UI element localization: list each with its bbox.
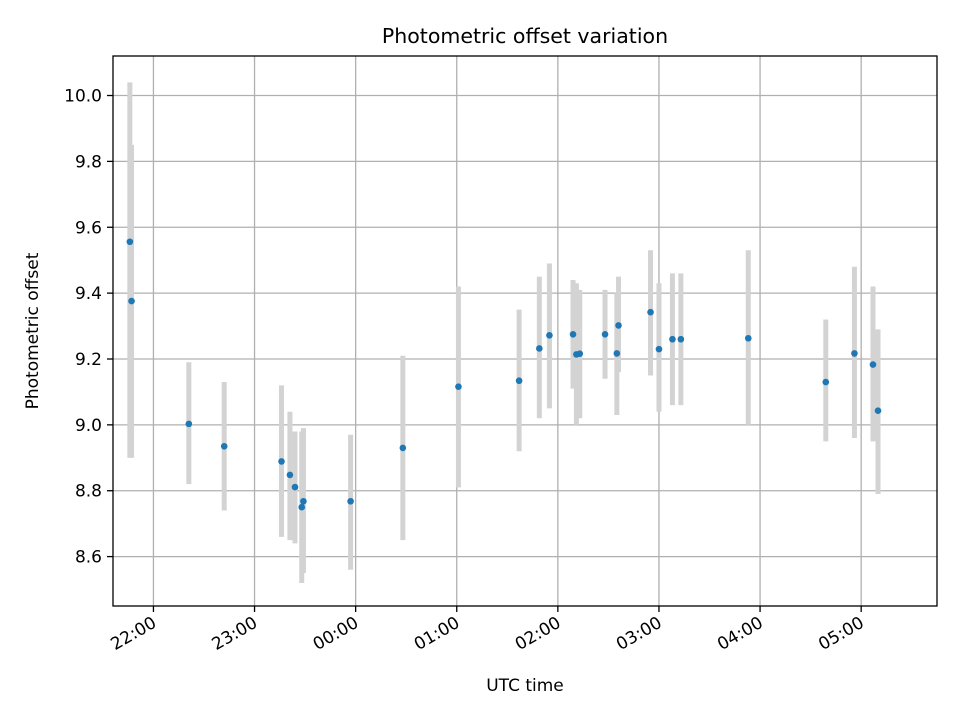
chart-title: Photometric offset variation xyxy=(382,24,668,48)
data-point xyxy=(220,442,228,450)
data-point xyxy=(455,383,462,390)
data-point xyxy=(546,331,553,339)
y-tick-label: 9.2 xyxy=(75,350,102,370)
data-point xyxy=(613,350,621,357)
data-points xyxy=(126,238,882,511)
data-point xyxy=(677,335,685,343)
y-tick-label: 9.6 xyxy=(75,218,102,238)
y-tick-label: 9.4 xyxy=(75,284,102,304)
data-point xyxy=(669,335,676,343)
y-tick-label: 8.8 xyxy=(75,482,102,502)
data-point xyxy=(569,330,577,338)
data-point xyxy=(601,330,609,338)
data-point xyxy=(300,497,307,505)
data-point xyxy=(874,407,882,415)
data-point xyxy=(655,345,663,353)
x-axis-label: UTC time xyxy=(486,676,564,696)
data-point xyxy=(347,497,354,505)
data-point xyxy=(851,350,858,357)
data-point xyxy=(647,308,654,316)
data-point xyxy=(744,334,752,342)
data-point xyxy=(536,345,543,352)
y-tick-label: 8.6 xyxy=(75,548,102,568)
y-axis-label: Photometric offset xyxy=(23,252,43,409)
y-tick-label: 9.0 xyxy=(75,416,102,436)
data-point xyxy=(278,458,285,465)
data-point xyxy=(576,350,584,358)
plot-frame xyxy=(112,55,938,607)
data-point xyxy=(399,444,407,452)
data-point xyxy=(128,297,135,305)
data-point xyxy=(298,503,306,511)
data-point xyxy=(286,471,294,479)
data-point xyxy=(185,420,193,428)
data-point xyxy=(822,378,830,386)
data-point xyxy=(869,361,877,368)
y-tick-label: 10.0 xyxy=(64,87,102,107)
y-tick-label: 9.8 xyxy=(75,152,102,172)
data-point xyxy=(515,377,523,385)
data-point xyxy=(291,483,299,491)
data-point xyxy=(126,238,134,246)
data-point xyxy=(615,322,622,329)
